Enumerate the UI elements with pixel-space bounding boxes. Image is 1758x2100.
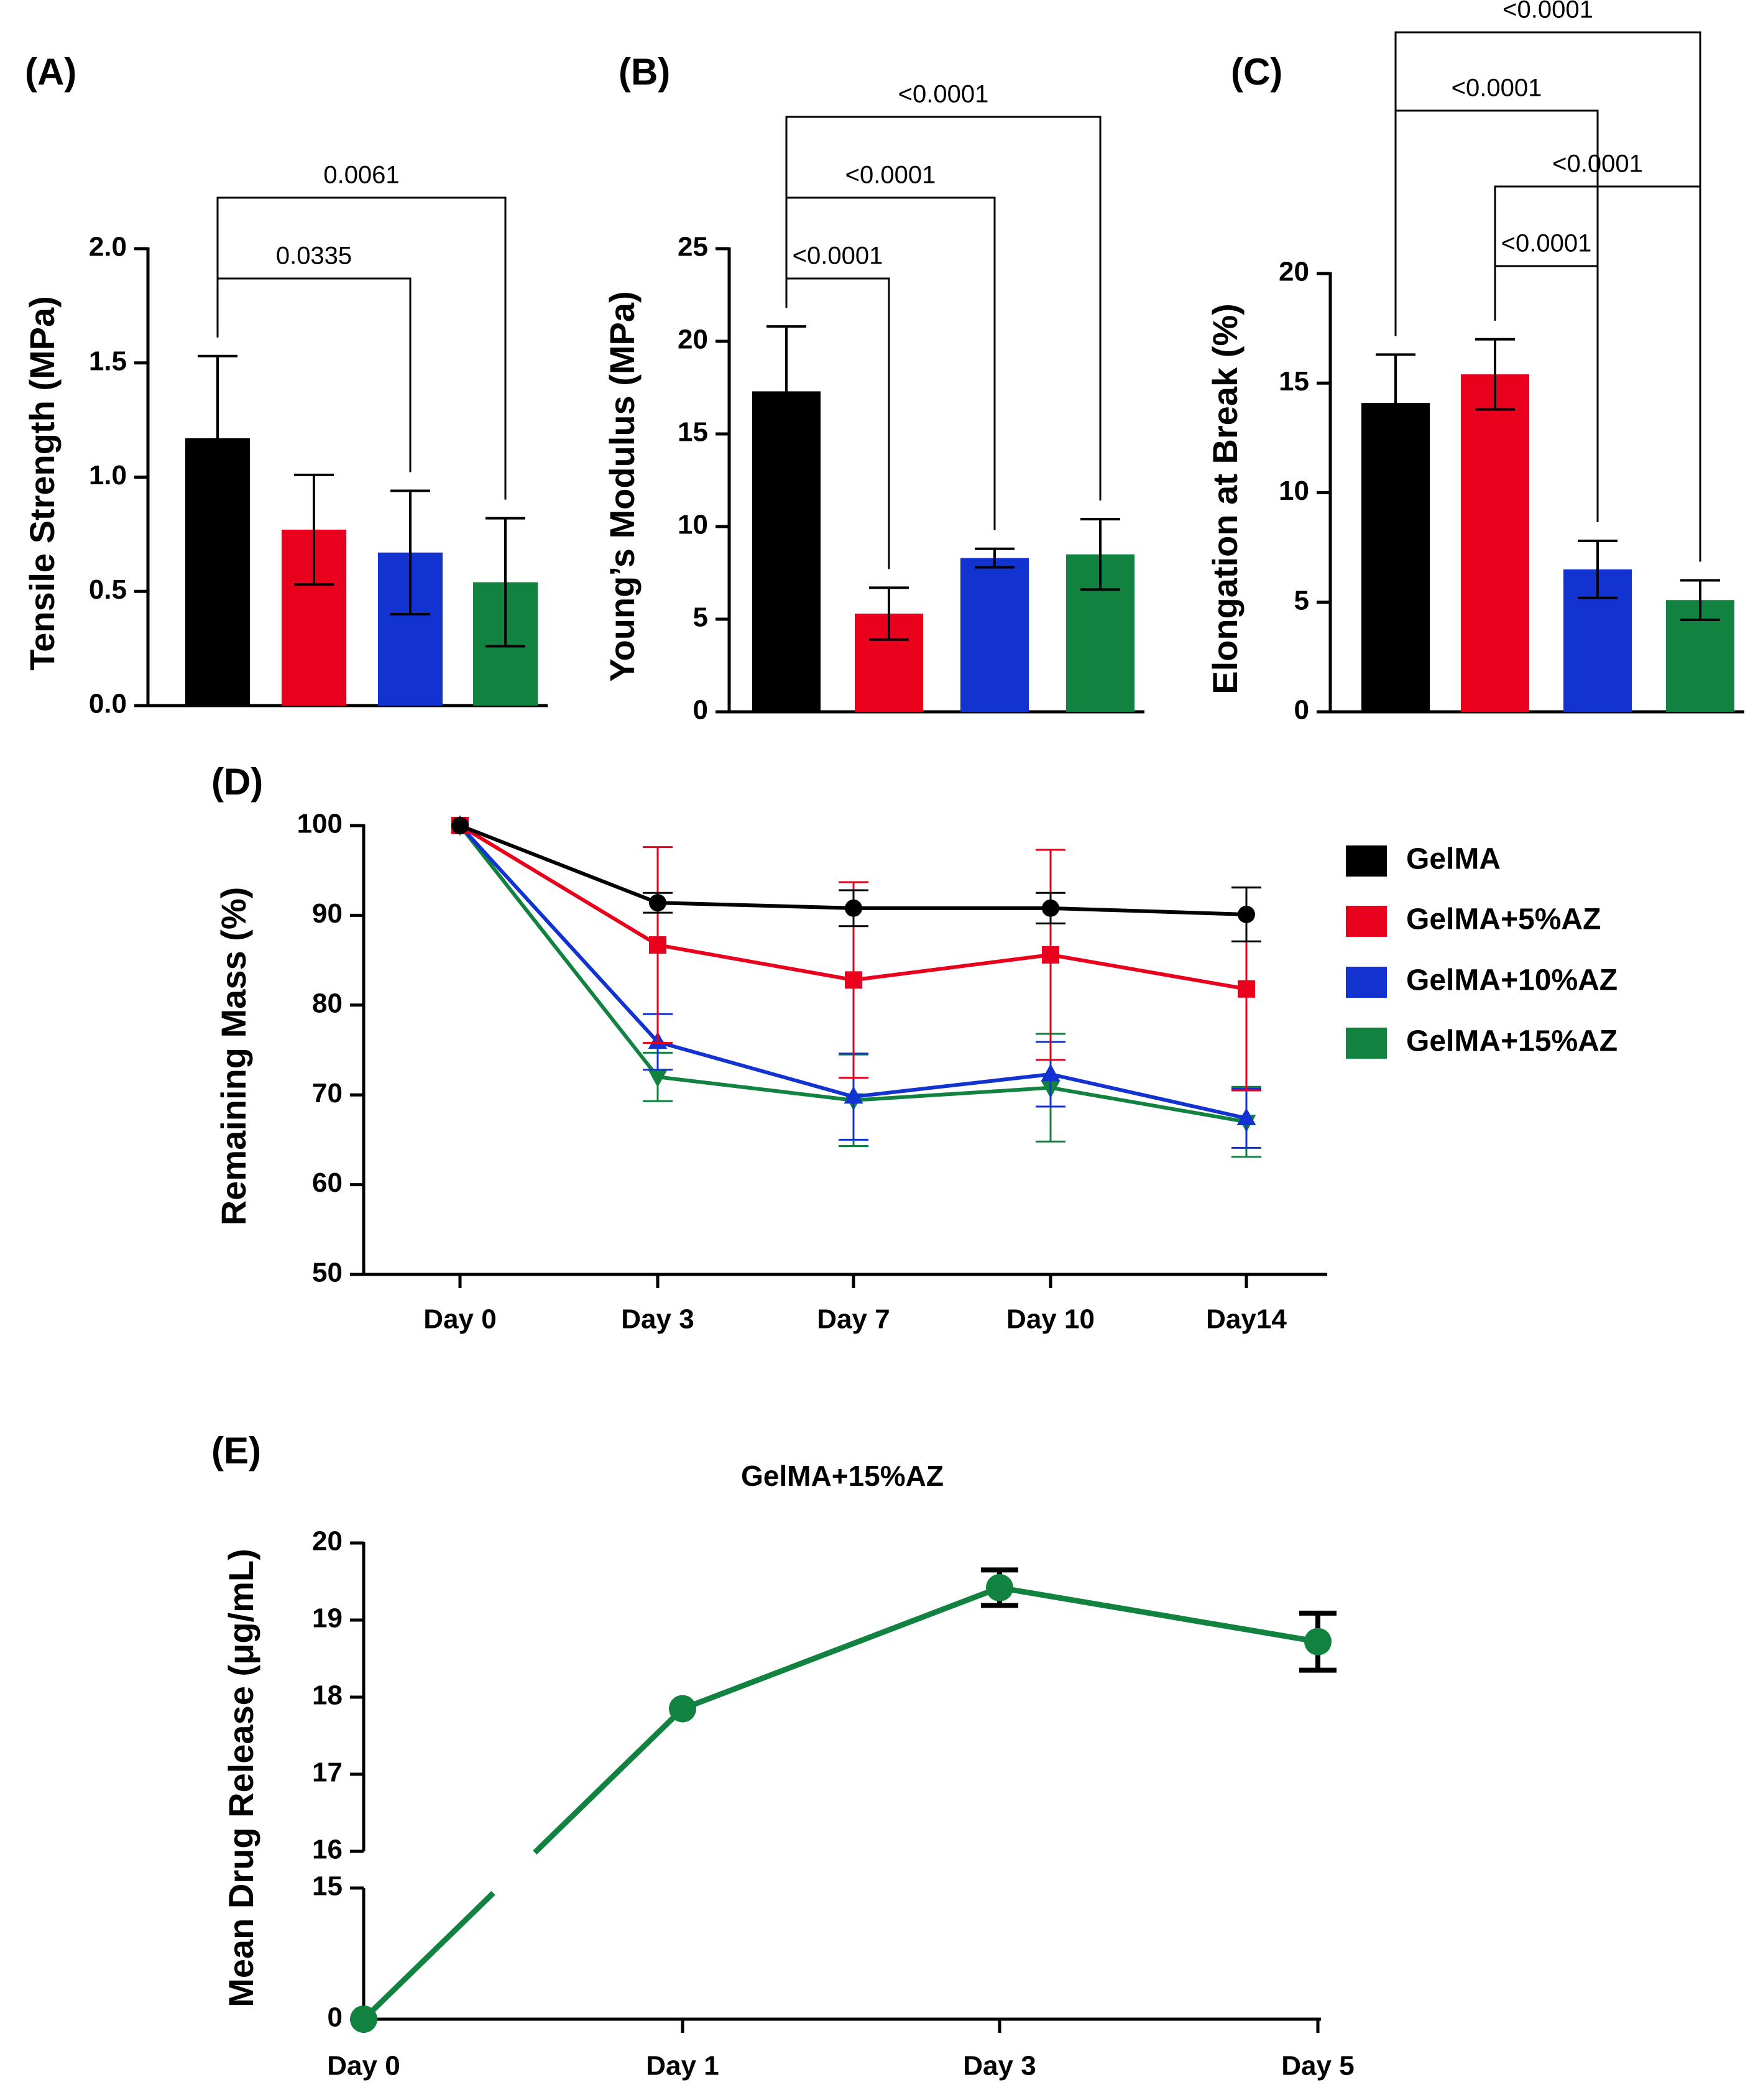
x-tick-label: Day14 (1206, 1304, 1287, 1335)
y-tick-label: 0.5 (89, 574, 127, 605)
y-tick-label: 18 (312, 1680, 343, 1711)
p-value-label: 0.0335 (276, 242, 352, 270)
y-tick-label: 17 (312, 1757, 343, 1788)
x-tick-label: Day 3 (621, 1304, 694, 1335)
panel-label: (C) (1231, 51, 1282, 93)
legend-swatch (1346, 1028, 1387, 1059)
x-tick-label: Day 0 (423, 1304, 496, 1335)
data-point (1042, 946, 1059, 964)
y-tick-label: 1.0 (89, 460, 127, 490)
series-1 (451, 817, 1261, 942)
data-point (649, 894, 666, 912)
y-tick-label: 100 (297, 809, 343, 839)
y-tick-label: 15 (678, 417, 708, 448)
data-point (648, 1070, 668, 1088)
p-value-label: <0.0001 (1452, 75, 1542, 102)
p-value-label: <0.0001 (1501, 230, 1592, 257)
series-line-lower (361, 1890, 495, 2022)
p-value-label: <0.0001 (793, 242, 883, 270)
y-tick-label: 20 (678, 325, 708, 355)
x-tick-label: Day 0 (327, 2051, 400, 2081)
legend-label: GelMA+5%AZ (1406, 903, 1601, 936)
data-point (1238, 905, 1255, 923)
bar-3 (960, 558, 1029, 712)
significance-bracket (1394, 31, 1701, 562)
panel-c: (C) 0 5 10 15 20 Elongation at Break (%) <0.000… (1205, 0, 1744, 725)
y-tick-label: 19 (312, 1603, 343, 1634)
y-tick-label: 10 (1279, 476, 1309, 506)
legend-swatch (1346, 967, 1387, 998)
data-point (845, 899, 862, 917)
y-tick-label: 0 (1294, 695, 1309, 725)
series-2 (451, 817, 1261, 1092)
x-tick-label: Day 1 (646, 2051, 719, 2081)
y-axis-title: Young’s Modulus (MPa) (602, 291, 642, 681)
panel-label: (E) (211, 1430, 261, 1471)
legend-label: GelMA+15%AZ (1406, 1025, 1618, 1058)
panel-e: (E) GelMA+15%AZ 16 17 18 19 20 0 15 Day 0 Day 1 Day… (211, 1430, 1355, 2081)
y-tick-label: 0 (328, 2002, 343, 2033)
legend-label: GelMA (1406, 843, 1501, 876)
x-tick-label: Day 7 (817, 1304, 890, 1335)
y-tick-label: 15 (312, 1871, 343, 1902)
panel-label: (B) (619, 51, 670, 93)
data-point (845, 971, 862, 989)
data-point (649, 936, 666, 954)
y-axis-title: Mean Drug Release (μg/mL) (221, 1549, 260, 2007)
y-tick-label: 20 (312, 1526, 343, 1557)
significance-bracket (785, 116, 1102, 501)
x-tick-label: Day 10 (1006, 1304, 1095, 1335)
panel-d: (D) 50 60 70 80 90 100 Day 0 Day 3 Day 7 Day 10 Day… (211, 761, 1618, 1335)
y-tick-label: 20 (1279, 257, 1309, 287)
p-value-label: <0.0001 (845, 162, 936, 189)
data-point (1238, 980, 1255, 998)
data-point (986, 1573, 1013, 1601)
legend-swatch (1346, 906, 1387, 937)
bar-2 (1461, 374, 1529, 712)
y-tick-label: 70 (312, 1078, 343, 1108)
legend: GelMA GelMA+5%AZ GelMA+10%AZ GelMA+15%AZ (1346, 843, 1618, 1059)
y-tick-label: 10 (678, 510, 708, 540)
y-tick-label: 5 (693, 602, 708, 633)
data-point (1304, 1628, 1332, 1656)
y-tick-label: 0 (693, 695, 708, 725)
y-tick-label: 1.5 (89, 346, 127, 376)
panel-label: (A) (25, 51, 76, 93)
bar-1 (1361, 402, 1430, 712)
y-axis-title: Remaining Mass (%) (214, 887, 253, 1226)
legend-label: GelMA+10%AZ (1406, 964, 1618, 997)
significance-bracket (216, 196, 507, 500)
y-tick-label: 15 (1279, 366, 1309, 397)
legend-swatch (1346, 845, 1387, 877)
y-tick-label: 80 (312, 988, 343, 1018)
data-point (669, 1695, 696, 1723)
y-tick-label: 0.0 (89, 689, 127, 719)
y-tick-label: 2.0 (89, 232, 127, 262)
data-point (1041, 1064, 1061, 1082)
y-tick-label: 90 (312, 898, 343, 929)
data-point (1236, 1107, 1256, 1125)
data-point (350, 2006, 377, 2033)
x-tick-label: Day 3 (963, 2051, 1036, 2081)
panel-label: (D) (211, 761, 263, 803)
p-value-label: <0.0001 (1503, 0, 1593, 24)
panel-a: (A) 0.0 0.5 1.0 1.5 2.0 Tensile Strength (MPa)… (22, 51, 548, 719)
y-tick-label: 50 (312, 1258, 343, 1288)
y-axis-title: Tensile Strength (MPa) (22, 296, 62, 671)
y-tick-label: 25 (678, 232, 708, 262)
panel-b: (B) 0 5 10 15 20 25 Young’s Modulus (MPa) <0.000… (602, 51, 1144, 725)
data-point (451, 817, 469, 834)
y-tick-label: 16 (312, 1835, 343, 1865)
p-value-label: 0.0061 (323, 162, 399, 189)
y-axis-title: Elongation at Break (%) (1205, 303, 1245, 694)
y-tick-label: 5 (1294, 585, 1309, 615)
data-point (1042, 899, 1059, 917)
chart-title: GelMA+15%AZ (741, 1460, 944, 1492)
p-value-label: <0.0001 (898, 81, 989, 108)
y-tick-label: 60 (312, 1167, 343, 1198)
x-tick-label: Day 5 (1281, 2051, 1354, 2081)
data-point (844, 1086, 863, 1104)
series-line-upper (533, 1585, 1318, 1855)
